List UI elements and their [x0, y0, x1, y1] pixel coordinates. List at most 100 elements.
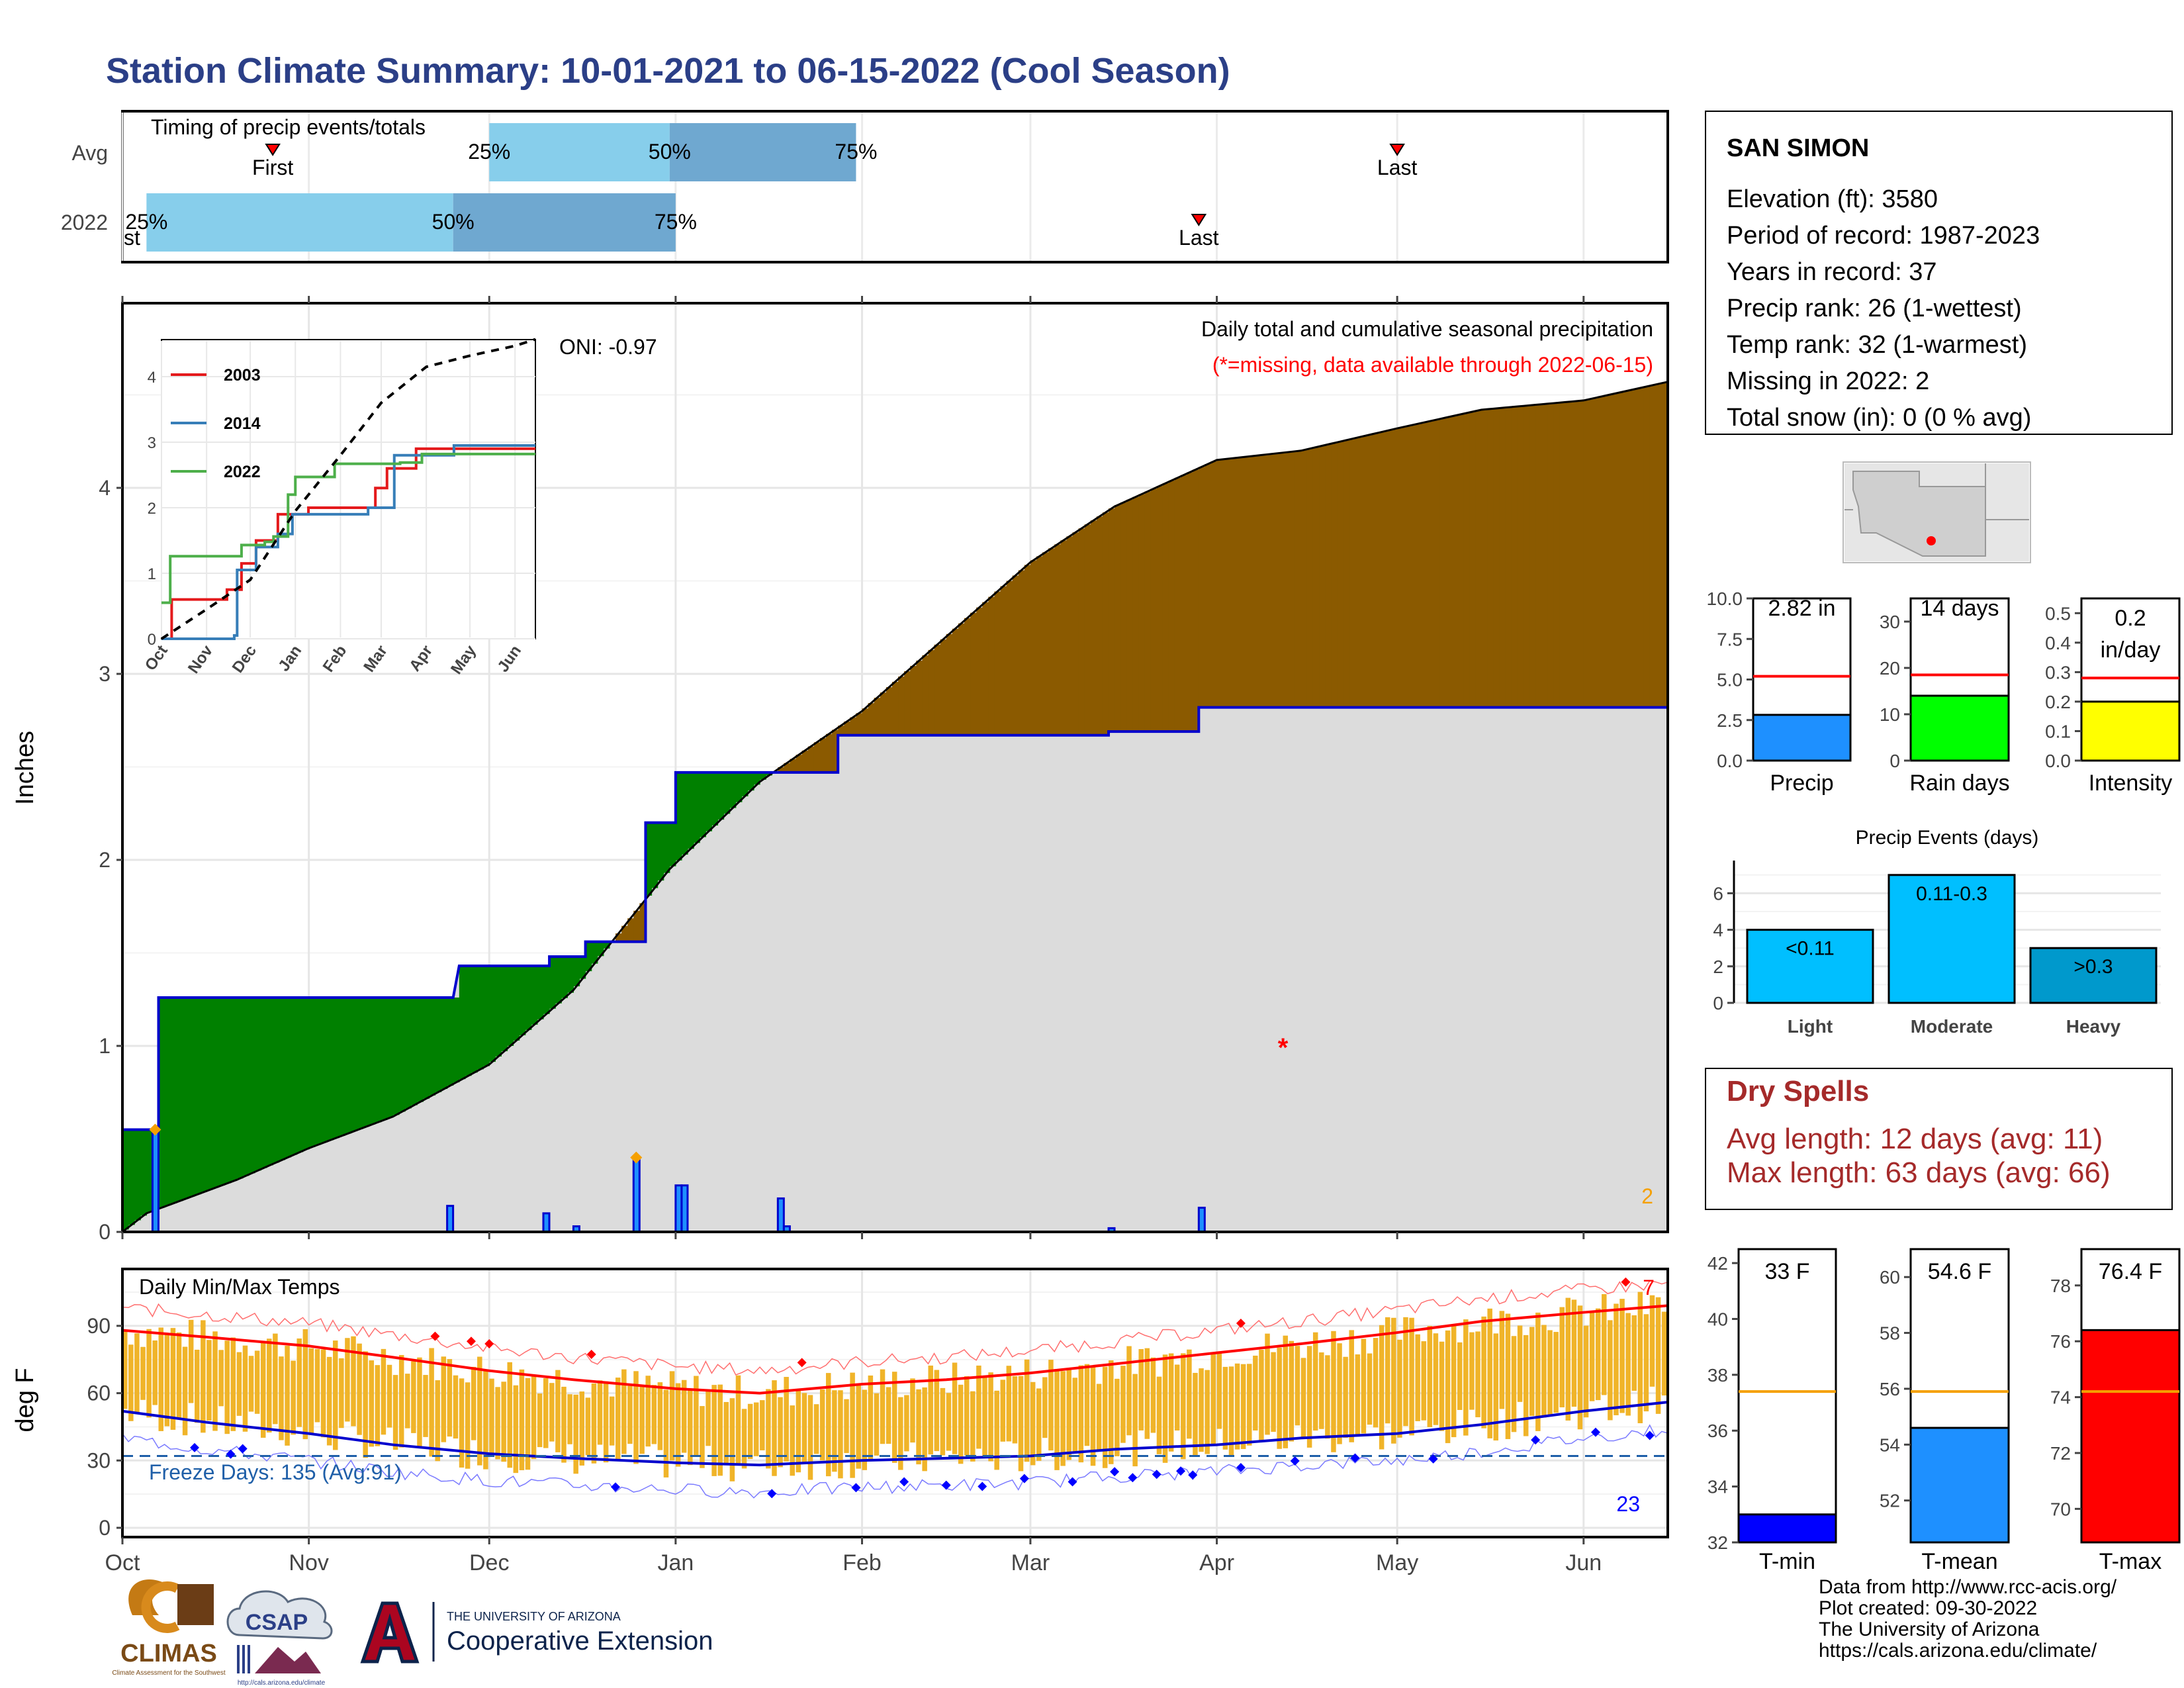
above-average-band	[459, 966, 466, 1080]
daily-temp-range-bar	[585, 1397, 591, 1456]
intensity-y-tick-label: 0.1	[2045, 721, 2071, 741]
tmax-bar	[2080, 1329, 2181, 1544]
daily-temp-range-bar	[1631, 1315, 1637, 1391]
daily-temp-range-bar	[609, 1396, 615, 1446]
above-average-band	[158, 997, 165, 1208]
below-average-band	[934, 644, 941, 735]
daily-temp-range-bar	[206, 1340, 212, 1421]
daily-temp-range-bar	[345, 1338, 350, 1422]
above-average-band	[651, 822, 659, 888]
below-average-band	[1487, 408, 1494, 708]
above-average-band	[417, 997, 424, 1102]
daily-temp-range-bar	[1205, 1370, 1210, 1454]
below-average-band	[1024, 565, 1031, 735]
record-low-marker	[767, 1489, 777, 1499]
daily-temp-range-bar	[1228, 1366, 1234, 1457]
daily-temp-range-bar	[1661, 1311, 1667, 1396]
below-average-band	[1181, 475, 1187, 732]
above-average-band	[260, 997, 267, 1168]
below-average-band	[1144, 491, 1152, 732]
daily-temp-range-bar	[1000, 1380, 1005, 1442]
tmean-y-tick-label: 54	[1880, 1434, 1900, 1455]
below-average-band	[1529, 404, 1536, 708]
below-average-band	[826, 733, 833, 773]
below-average-band	[1138, 494, 1146, 732]
below-average-band	[1583, 399, 1590, 708]
daily-temp-range-bar	[1030, 1382, 1036, 1466]
daily-temp-range-bar	[1625, 1313, 1631, 1416]
above-average-band	[206, 997, 213, 1190]
daily-temp-range-bar	[1379, 1325, 1385, 1450]
below-average-band	[1355, 437, 1362, 708]
daily-temp-range-bar	[910, 1378, 915, 1443]
above-average-band	[405, 997, 412, 1109]
below-average-band	[922, 655, 929, 735]
tmin-y-tick-label: 42	[1707, 1253, 1728, 1274]
below-average-band	[940, 639, 947, 735]
below-average-band	[1589, 398, 1596, 708]
above-average-band	[212, 997, 219, 1188]
map-state-lines	[1844, 463, 2029, 556]
daily-temp-range-bar	[1222, 1366, 1228, 1450]
timing-band-50-75	[453, 193, 676, 252]
daily-temp-range-bar	[621, 1369, 627, 1454]
record-low-marker	[1110, 1467, 1120, 1477]
above-average-band	[398, 997, 406, 1112]
above-average-band	[735, 772, 743, 802]
daily-temp-range-bar	[1559, 1307, 1565, 1408]
above-average-band	[308, 997, 316, 1147]
above-average-band	[525, 966, 532, 1030]
daily-temp-range-bar	[201, 1320, 206, 1433]
daily-temp-range-bar	[164, 1333, 170, 1427]
rain-days-label: Rain days	[1909, 771, 2009, 796]
daily-temp-range-bar	[230, 1337, 236, 1431]
daily-temp-range-bar	[1187, 1349, 1192, 1439]
below-average-band	[916, 660, 923, 735]
daily-temp-range-bar	[483, 1370, 488, 1470]
precip-y-axis: 0 1 2 3 4	[99, 296, 1585, 1244]
below-average-band	[621, 925, 628, 942]
daily-temp-range-bar	[1283, 1335, 1289, 1448]
intensity-y-tick-label: 0.5	[2045, 603, 2071, 624]
daily-temp-range-bar	[182, 1346, 188, 1436]
daily-temp-range-bar	[1024, 1359, 1030, 1462]
above-average-band	[230, 997, 238, 1182]
temp-panel-frame	[121, 1268, 1669, 1538]
above-average-band	[363, 997, 370, 1127]
above-average-band	[657, 822, 664, 881]
daily-temp-range-bar	[1331, 1331, 1336, 1452]
inset-legend-label: 2003	[224, 366, 261, 385]
below-average-band	[1205, 464, 1212, 708]
below-average-band	[1397, 428, 1404, 708]
below-average-band	[856, 713, 863, 735]
daily-temp-range-bar	[1427, 1326, 1433, 1427]
daily-temp-range-bar	[819, 1389, 825, 1461]
above-average-band	[489, 966, 496, 1062]
daily-temp-range-bar	[140, 1346, 146, 1400]
below-average-band	[1066, 536, 1073, 735]
daily-temp-range-bar	[1397, 1339, 1402, 1438]
tmin-value: 33 F	[1764, 1259, 1809, 1284]
above-average-band	[441, 997, 448, 1089]
daily-temp-range-bar	[332, 1340, 338, 1450]
record-high-marker	[1621, 1277, 1631, 1287]
timing-grid	[121, 113, 1585, 261]
tmin-y-tick-label: 38	[1707, 1365, 1728, 1385]
daily-temp-range-bar	[567, 1394, 572, 1444]
above-average-band	[387, 997, 394, 1118]
timing-label-25: 25%	[468, 140, 510, 164]
daily-record-marker	[149, 1123, 161, 1136]
climas-subtitle: Climate Assessment for the Southwest	[112, 1669, 225, 1677]
record-low-marker	[1152, 1470, 1161, 1479]
intensity-bar	[2080, 700, 2181, 762]
below-average-band	[1403, 426, 1410, 708]
daily-temp-range-bar	[1138, 1349, 1144, 1430]
daily-temp-range-bar	[429, 1348, 434, 1457]
daily-temp-range-bar	[1403, 1317, 1408, 1427]
below-average-band	[1517, 406, 1524, 708]
tmean-label: T-mean	[1921, 1549, 1997, 1574]
timing-label-50: 50%	[649, 140, 691, 164]
below-average-band	[1102, 512, 1109, 735]
daily-temp-range-bar	[453, 1375, 459, 1439]
